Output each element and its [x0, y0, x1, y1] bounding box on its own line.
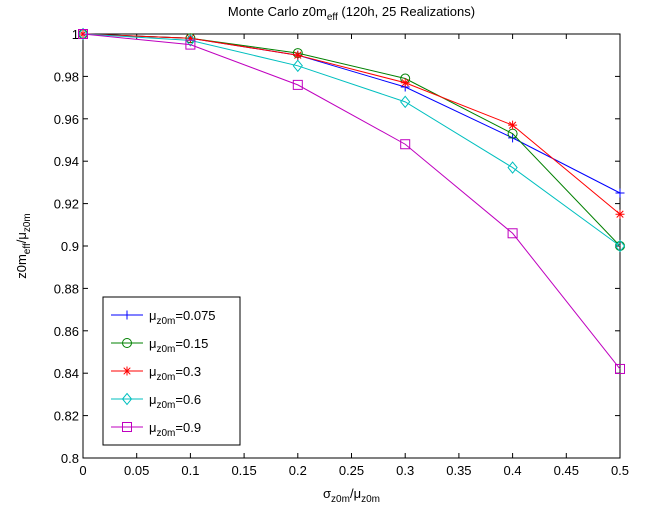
text-part: μ — [149, 364, 157, 379]
y-tick-label: 0.96 — [54, 112, 79, 127]
data-point — [293, 50, 303, 60]
x-tick-label: 0 — [79, 463, 86, 478]
legend-marker — [122, 366, 132, 376]
text-part: μ — [149, 336, 157, 351]
text-part: =0.9 — [175, 420, 201, 435]
y-axis-label: z0meff/μz0m — [14, 213, 33, 279]
x-tick-label: 0.45 — [554, 463, 579, 478]
text-part: =0.3 — [175, 364, 201, 379]
subscript: z0m — [22, 213, 33, 232]
data-point — [185, 34, 196, 47]
y-tick-label: 0.84 — [54, 366, 79, 381]
series-line — [82, 33, 621, 215]
subscript: z0m — [157, 344, 176, 355]
chart-title: Monte Carlo z0meff (120h, 25 Realization… — [228, 4, 475, 23]
legend-label: μz0m=0.075 — [149, 308, 216, 327]
x-axis-label: σz0m/μz0m — [323, 486, 380, 505]
text-part: σ — [323, 486, 331, 501]
data-point — [400, 78, 410, 88]
subscript: eff — [22, 243, 33, 254]
x-tick-label: 0.25 — [339, 463, 364, 478]
data-point — [507, 161, 518, 174]
data-point — [185, 39, 196, 50]
legend-label: μz0m=0.6 — [149, 392, 201, 411]
y-tick-label: 0.92 — [54, 197, 79, 212]
legend-marker — [122, 422, 132, 432]
data-point — [615, 363, 625, 374]
subscript: z0m — [157, 428, 176, 439]
data-point — [292, 59, 303, 73]
data-point — [78, 29, 88, 39]
legend-marker — [122, 310, 132, 320]
text-part: μ — [149, 392, 157, 407]
data-point — [615, 188, 625, 198]
text-part: μ — [149, 308, 157, 323]
y-tick-label: 1 — [72, 27, 79, 42]
subscript: z0m — [157, 372, 176, 383]
text-part: =0.15 — [175, 336, 208, 351]
subscript: eff — [327, 12, 338, 23]
series-line — [82, 33, 621, 247]
x-tick-label: 0.2 — [289, 463, 307, 478]
y-tick-label: 0.9 — [61, 239, 79, 254]
y-tick-label: 0.94 — [54, 154, 79, 169]
x-tick-label: 0.1 — [181, 463, 199, 478]
data-point — [615, 209, 625, 219]
text-part: /μ — [350, 486, 361, 501]
x-tick-label: 0.35 — [446, 463, 471, 478]
y-tick-label: 0.98 — [54, 69, 79, 84]
text-part: μ — [149, 420, 157, 435]
text-part: z0m — [14, 254, 29, 279]
data-point — [77, 27, 89, 41]
text-part: Monte Carlo z0m — [228, 4, 327, 19]
data-point — [400, 95, 411, 109]
x-tick-label: 0.4 — [504, 463, 522, 478]
data-point — [292, 79, 303, 90]
text-part: (120h, 25 Realizations) — [338, 4, 475, 19]
data-point — [185, 33, 195, 43]
y-tick-label: 0.82 — [54, 409, 79, 424]
series-line — [82, 33, 621, 247]
series-line — [82, 33, 621, 370]
y-tick-label: 0.86 — [54, 324, 79, 339]
legend-marker — [121, 392, 133, 406]
subscript: z0m — [157, 400, 176, 411]
data-point — [400, 139, 411, 150]
legend-label: μz0m=0.15 — [149, 336, 208, 355]
data-point — [614, 239, 626, 253]
subscript: z0m — [361, 494, 380, 505]
text-part: =0.075 — [175, 308, 215, 323]
x-tick-label: 0.05 — [124, 463, 149, 478]
data-point — [508, 120, 518, 130]
text-part: /μ — [14, 232, 29, 243]
data-point — [507, 228, 518, 239]
text-part: =0.6 — [175, 392, 201, 407]
subscript: z0m — [157, 316, 176, 327]
series-line — [82, 33, 621, 194]
x-tick-label: 0.15 — [231, 463, 256, 478]
x-tick-label: 0.3 — [396, 463, 414, 478]
legend-marker — [122, 338, 132, 348]
subscript: z0m — [331, 494, 350, 505]
legend-label: μz0m=0.3 — [149, 364, 201, 383]
y-tick-label: 0.8 — [61, 451, 79, 466]
legend-label: μz0m=0.9 — [149, 420, 201, 439]
x-tick-label: 0.5 — [611, 463, 629, 478]
y-tick-label: 0.88 — [54, 281, 79, 296]
